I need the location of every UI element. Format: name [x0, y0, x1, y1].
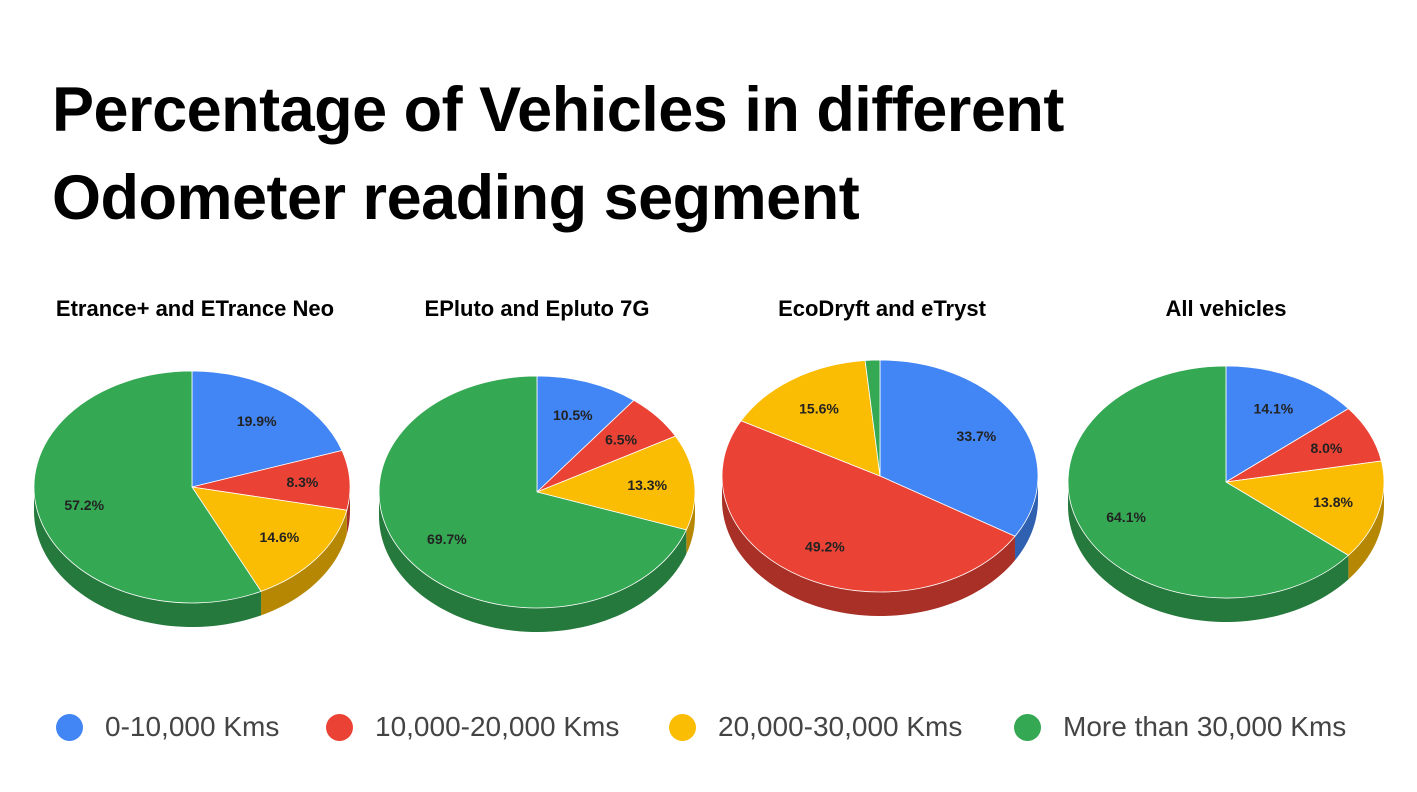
chart-title: All vehicles [1165, 296, 1286, 321]
chart-title: EcoDryft and eTryst [778, 296, 987, 321]
chart-title: EPluto and Epluto 7G [425, 296, 650, 321]
pie-slice [378, 375, 687, 609]
legend-label: More than 30,000 Kms [1063, 711, 1347, 742]
pie-slice-side [261, 510, 347, 616]
page-title-line-1: Percentage of Vehicles in different [52, 75, 1064, 145]
slice-data-label: 8.3% [286, 474, 318, 490]
pie-slice [535, 435, 696, 531]
legend-label: 0-10,000 Kms [105, 711, 280, 742]
pie-slice [740, 360, 881, 477]
pie-slice [191, 370, 343, 488]
slice-data-label: 57.2% [64, 497, 104, 513]
legend-item-over-30000: More than 30,000 Kms [1014, 700, 1346, 754]
legend-dot-blue [56, 713, 83, 741]
legend-item-0-10000: 0-10,000 Kms [56, 700, 279, 754]
slice-data-label: 33.7% [957, 428, 997, 444]
legend-item-10000-20000: 10,000-20,000 Kms [326, 700, 619, 754]
chart-title: Etrance+ and ETrance Neo [56, 296, 334, 321]
pie-slice-side [1068, 482, 1349, 622]
pie-slice-side [722, 476, 1015, 616]
pie-chart-3: EcoDryft and eTryst 33.7% 49.2% 15.6% [721, 296, 1039, 616]
slice-data-label: 15.6% [799, 400, 839, 416]
legend: 0-10,000 Kms 10,000-20,000 Kms 20,000-30… [0, 700, 1417, 760]
pie-slice-side [379, 492, 687, 632]
pie-slice-side [34, 487, 262, 627]
pie-depth [1068, 482, 1384, 622]
slice-data-label: 10.5% [553, 407, 593, 423]
legend-dot-green [1014, 713, 1041, 741]
pie-slice [1067, 365, 1350, 599]
pie-depth [722, 476, 1038, 616]
pie-slice [864, 359, 881, 477]
legend-dot-red [326, 713, 353, 741]
legend-label: 10,000-20,000 Kms [375, 711, 620, 742]
pie-slice [536, 375, 635, 493]
slice-data-label: 49.2% [805, 538, 845, 554]
slice-data-label: 13.8% [1313, 494, 1353, 510]
slice-data-label: 69.7% [427, 531, 467, 547]
page-title-line-2: Odometer reading segment [52, 163, 860, 233]
pie-depth [379, 492, 695, 632]
pie-chart-2: EPluto and Epluto 7G 10.5% 6.5% 13.3% 69.7% [378, 296, 696, 632]
slice-data-label: 8.0% [1310, 440, 1342, 456]
slice-data-label: 19.9% [237, 413, 277, 429]
pie-slice [191, 486, 348, 592]
pie-slice [1224, 460, 1385, 556]
pie-slice-side [1014, 476, 1038, 561]
legend-dot-yellow [669, 713, 696, 741]
pie-slice [721, 420, 1016, 593]
pie-chart-1: Etrance+ and ETrance Neo 19.9% 8.3% 14.6% 57… [33, 296, 351, 627]
pie-charts-area: Etrance+ and ETrance Neo 19.9% 8.3% 14.6% 57… [33, 296, 1385, 632]
pie-slice [879, 359, 1039, 537]
slice-data-label: 64.1% [1106, 509, 1146, 525]
pie-slice [1225, 365, 1350, 483]
slice-data-label: 13.3% [627, 477, 667, 493]
slice-data-label: 6.5% [605, 431, 637, 447]
legend-label: 20,000-30,000 Kms [718, 711, 963, 742]
page-title: Percentage of Vehicles in different Odom… [52, 66, 1352, 242]
pie-slice-side [1348, 482, 1384, 580]
legend-item-20000-30000: 20,000-30,000 Kms [669, 700, 962, 754]
pie-slice [33, 370, 262, 604]
pie-chart-4: All vehicles 14.1% 8.0% 13.8% 64.1% [1067, 296, 1385, 622]
pie-slice-side [686, 492, 695, 554]
slice-data-label: 14.6% [260, 529, 300, 545]
slice-data-label: 14.1% [1254, 401, 1294, 417]
